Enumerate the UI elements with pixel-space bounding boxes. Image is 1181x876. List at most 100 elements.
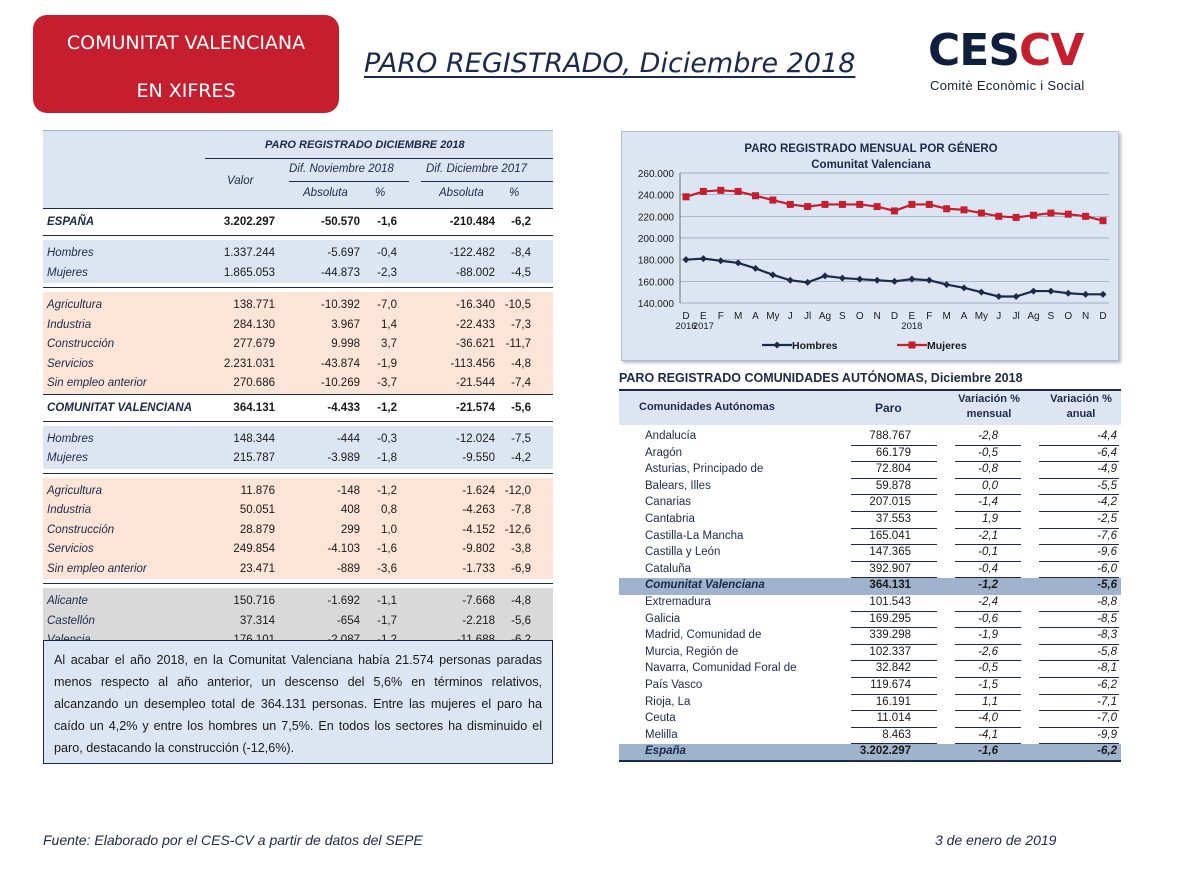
point-mujeres <box>995 212 1003 220</box>
x-tick-label: F <box>926 311 932 322</box>
row-espana-sector: Sin empleo anterior 270.686 -10.269 -3,7 -21… <box>43 374 553 394</box>
ccaa-cell-m: -2,1 <box>978 529 998 542</box>
cell-p2: -7,3 <box>511 318 531 331</box>
point-mujeres <box>752 192 759 200</box>
point-mujeres <box>908 200 916 208</box>
point-mujeres <box>1064 210 1072 218</box>
ccaa-cell-a: -2,5 <box>1097 512 1117 525</box>
cell-a2: -1.733 <box>462 562 495 575</box>
ccaa-cell-m: -0,5 <box>978 446 998 459</box>
ccaa-cell-a: -7,1 <box>1097 695 1117 708</box>
ccaa-cell-m: -2,4 <box>978 595 998 608</box>
ccaa-cell-p: 3.202.297 <box>859 745 911 758</box>
row-cv-sector: Sin empleo anterior 23.471 -889 -3,6 -1.733 -… <box>43 559 553 579</box>
cell-a2: -36.621 <box>455 338 495 350</box>
x-tick-label: E <box>700 311 707 322</box>
row-cv-gender: Hombres 148.344 -444 -0,3 -12.024 -7,5 <box>43 429 553 449</box>
ccaa-cell-n: Ceuta <box>645 712 676 725</box>
ccaa-cell-n: Canarias <box>645 496 692 509</box>
ccaa-cell-n: Aragón <box>645 446 683 459</box>
cell-a1: 3.967 <box>331 318 360 331</box>
ccaa-cell-n: Castilla-La Mancha <box>645 529 744 542</box>
point-hombres <box>925 276 933 284</box>
point-mujeres <box>977 209 985 217</box>
cell-p1: -1,8 <box>377 452 397 464</box>
ccaa-cell-p: 119.674 <box>870 678 911 691</box>
ccaa-cell-a: -6,0 <box>1097 562 1117 575</box>
cell-v: 1.865.053 <box>223 266 275 279</box>
ccaa-row: Navarra, Comunidad Foral de 32.842 -0,5 -8,… <box>619 661 1121 678</box>
cell-a2: -7.668 <box>462 595 495 607</box>
brand-badge: COMUNITAT VALENCIANA EN XIFRES <box>33 15 339 113</box>
ccaa-row: Cataluña 392.907 -0,4 -6,0 <box>619 562 1121 579</box>
point-mujeres <box>856 200 864 208</box>
cell-p1: -1,9 <box>377 357 397 370</box>
point-mujeres <box>891 207 898 215</box>
cell-v: 138.771 <box>233 299 275 311</box>
ccaa-row: Canarias 207.015 -1,4 -4,2 <box>619 495 1121 512</box>
cell-label: Agricultura <box>47 299 102 311</box>
ccaa-cell-a: -9,9 <box>1097 728 1117 741</box>
legend-marker <box>773 341 781 349</box>
legend-marker <box>908 341 916 349</box>
cell-v: 277.679 <box>233 338 275 350</box>
x-tick-label: Jl <box>804 311 811 322</box>
cell-a1: 9.998 <box>331 338 360 350</box>
cell-a1: -10.392 <box>320 299 360 311</box>
cell-a2: -16.340 <box>455 299 495 311</box>
cell-p2: -7,5 <box>511 432 531 445</box>
cell-a2: -122.482 <box>449 247 495 259</box>
ccaa-cell-p: 8.463 <box>882 728 911 741</box>
ccaa-cell-m: -1,5 <box>978 678 998 691</box>
cell-p1: -1,6 <box>377 543 397 555</box>
col-dif-nov: Dif. Noviembre 2018 <box>289 163 394 175</box>
cell-a1: -1.692 <box>327 595 360 607</box>
cell-p2: -4,2 <box>511 452 531 464</box>
col-valor: Valor <box>227 175 254 187</box>
cell-a2: -88.002 <box>455 266 495 279</box>
ccaa-cell-m: -1,6 <box>978 745 998 758</box>
cell-p2: -5,6 <box>511 614 531 627</box>
chart-subtitle: Comunitat Valenciana <box>811 159 931 171</box>
cell-label: Servicios <box>47 357 94 370</box>
x-tick-label: J <box>788 311 793 322</box>
ccaa-cell-p: 165.041 <box>869 529 911 542</box>
cell-a1: -654 <box>336 614 360 627</box>
cell-label: Servicios <box>47 543 94 555</box>
ccaa-cell-p: 59.878 <box>875 479 911 492</box>
cell-p2: -5,6 <box>511 401 531 414</box>
ccaa-cell-m: -0,4 <box>978 562 998 575</box>
ccaa-cell-n: Comunitat Valenciana <box>645 579 765 592</box>
cell-a1: 408 <box>340 504 360 516</box>
logo-subtitle: Comitè Econòmic i Social <box>930 78 1085 93</box>
ccaa-cell-n: Cataluña <box>645 562 692 575</box>
ccaa-cell-a: -8,5 <box>1097 612 1117 625</box>
x-tick-label: M <box>734 311 742 322</box>
ccaa-cell-m: -2,6 <box>978 645 998 658</box>
cell-label: Industria <box>47 504 92 516</box>
ccaa-cell-p: 147.365 <box>869 546 911 559</box>
ccaa-row: Extremadura 101.543 -2,4 -8,8 <box>619 595 1121 612</box>
ccaa-cell-a: -6,4 <box>1097 446 1117 459</box>
x-tick-label: O <box>1064 311 1072 322</box>
ccaa-cell-a: -5,8 <box>1097 645 1117 658</box>
cell-v: 284.130 <box>233 318 275 331</box>
ccaa-table: PARO REGISTRADO COMUNIDADES AUTÓNOMAS, D… <box>619 371 1121 763</box>
point-mujeres <box>821 200 829 208</box>
gender-line-chart: PARO REGISTRADO MENSUAL POR GÉNERO Comuni… <box>621 131 1119 361</box>
ccaa-cell-m: 0,0 <box>982 479 998 492</box>
ccaa-cell-m: -0,1 <box>978 546 998 559</box>
x-tick-label: J <box>996 311 1001 322</box>
ccaa-cell-n: Navarra, Comunidad Foral de <box>645 662 797 675</box>
series-line-hombres <box>685 257 1103 298</box>
x-tick-label: F <box>718 311 724 322</box>
ccaa-cell-m: -1,4 <box>978 496 998 509</box>
point-mujeres <box>1012 213 1020 221</box>
cell-v: 270.686 <box>233 377 275 389</box>
x-tick-label: S <box>839 311 846 322</box>
cell-a2: -113.456 <box>450 357 495 370</box>
ccaa-row: Comunitat Valenciana 364.131 -1,2 -5,6 <box>619 578 1121 595</box>
legend-label: Mujeres <box>927 340 967 352</box>
cell-v: 23.471 <box>239 562 275 575</box>
cell-a2: -9.550 <box>462 452 495 464</box>
